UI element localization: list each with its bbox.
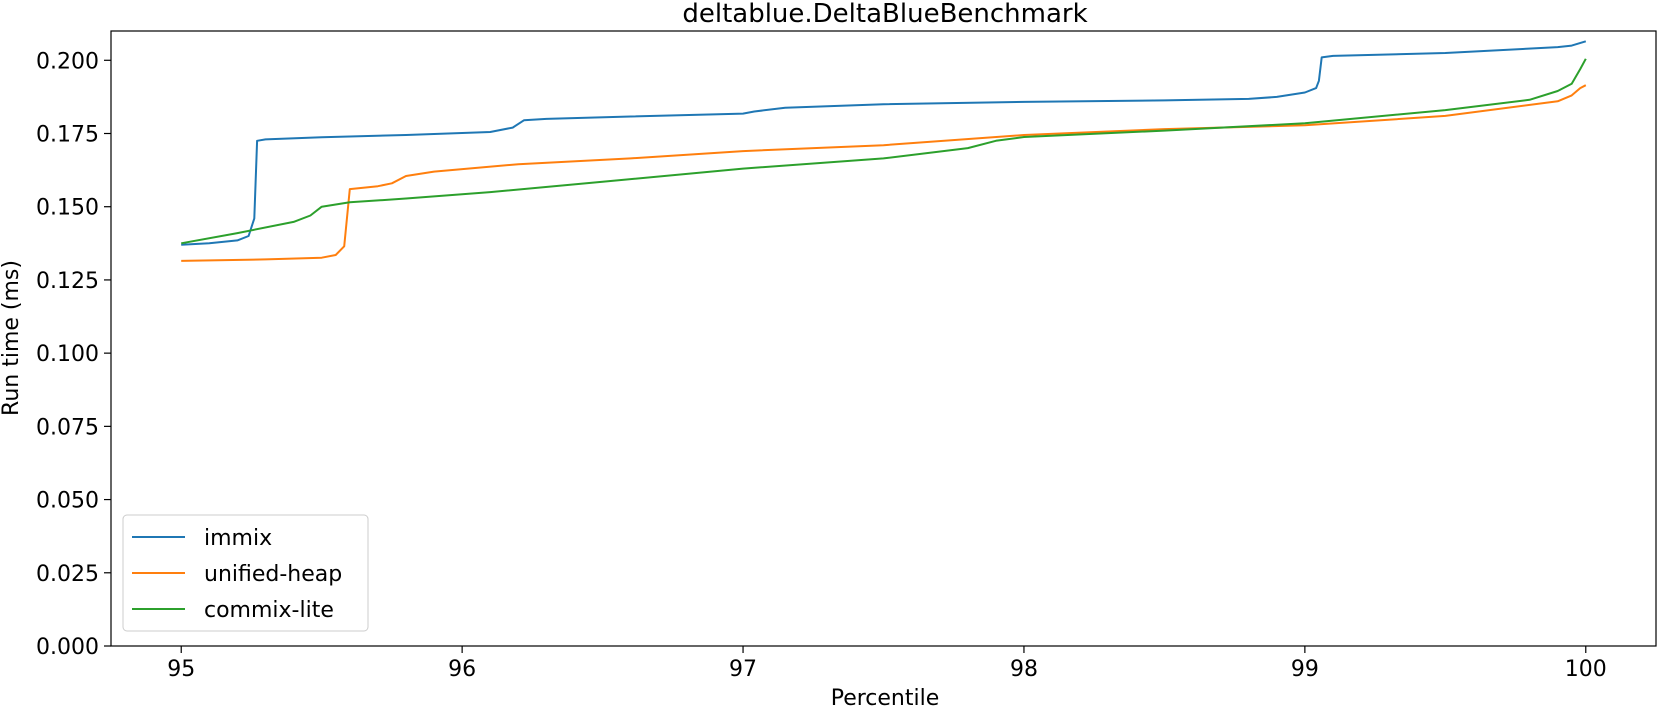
x-tick-label: 96 xyxy=(448,657,476,682)
y-tick-label: 0.100 xyxy=(36,342,99,367)
x-axis-ticks: 95 96 97 98 99 100 xyxy=(167,646,1607,682)
y-tick-label: 0.025 xyxy=(36,562,99,587)
series-line-immix xyxy=(181,40,1587,246)
x-tick-label: 97 xyxy=(729,657,757,682)
y-tick-label: 0.175 xyxy=(36,123,99,148)
series-line-commix-lite xyxy=(181,58,1587,245)
x-tick-label: 98 xyxy=(1010,657,1038,682)
y-axis-label: Run time (ms) xyxy=(0,260,24,416)
y-tick-label: 0.200 xyxy=(36,49,99,74)
series-line-unified-heap xyxy=(181,84,1587,262)
y-tick-label: 0.150 xyxy=(36,196,99,221)
y-tick-label: 0.075 xyxy=(36,415,99,440)
legend-label-immix: immix xyxy=(204,526,272,551)
y-axis-ticks: 0.000 0.025 0.050 0.075 0.100 0.125 0.150 0.175… xyxy=(36,49,111,660)
plot-lines xyxy=(181,40,1587,262)
legend-label-unified-heap: unified-heap xyxy=(204,562,342,587)
legend-box xyxy=(122,514,369,632)
x-tick-label: 95 xyxy=(167,657,195,682)
y-tick-label: 0.000 xyxy=(36,635,99,660)
legend: immix unified-heap commix-lite xyxy=(122,514,369,632)
x-tick-label: 99 xyxy=(1291,657,1319,682)
y-tick-label: 0.050 xyxy=(36,489,99,514)
x-tick-label: 100 xyxy=(1565,657,1607,682)
x-axis-label: Percentile xyxy=(831,686,940,710)
chart-title: deltablue.DeltaBlueBenchmark xyxy=(682,0,1087,29)
y-tick-label: 0.125 xyxy=(36,269,99,294)
legend-label-commix-lite: commix-lite xyxy=(204,598,334,623)
plot-frame xyxy=(110,30,1657,647)
